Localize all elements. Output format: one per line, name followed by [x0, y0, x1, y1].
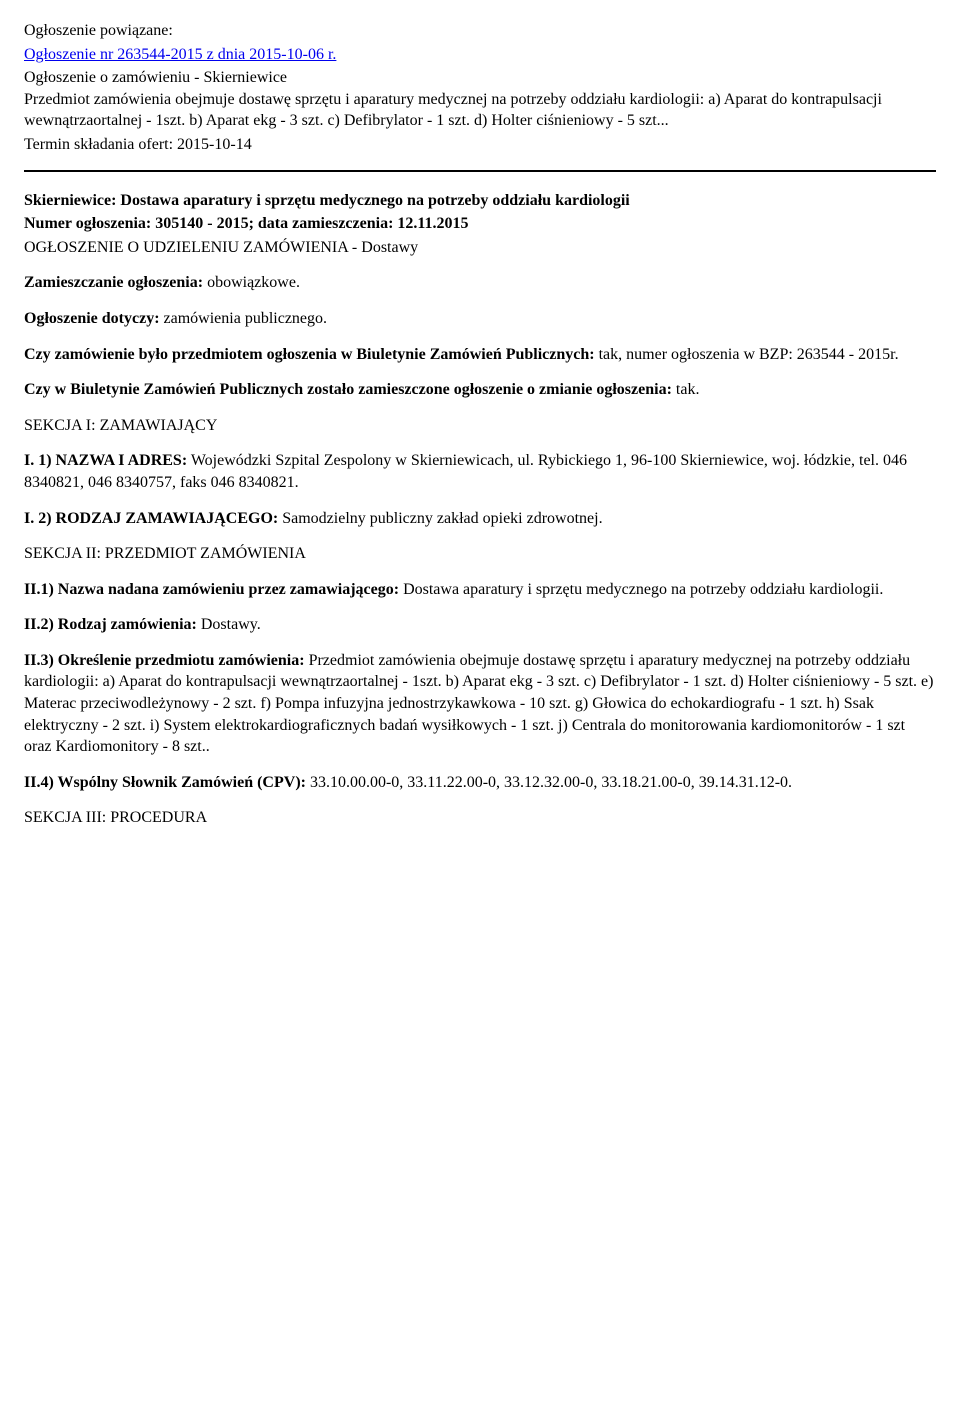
ii2-label: II.2) Rodzaj zamówienia: [24, 616, 197, 633]
i1-label: I. 1) NAZWA I ADRES: [24, 452, 187, 469]
zmiana-value: tak. [672, 381, 700, 398]
notice-title-line3: OGŁOSZENIE O UDZIELENIU ZAMÓWIENIA - Dos… [24, 237, 936, 259]
notice-title-line2: Numer ogłoszenia: 305140 - 2015; data za… [24, 213, 936, 235]
bzp-value: tak, numer ogłoszenia w BZP: 263544 - 20… [595, 346, 899, 363]
dotyczy-label: Ogłoszenie dotyczy: [24, 310, 160, 327]
zamieszczanie-label: Zamieszczanie ogłoszenia: [24, 274, 203, 291]
ii4-value: 33.10.00.00-0, 33.11.22.00-0, 33.12.32.0… [306, 774, 792, 791]
notice-title-line1: Skierniewice: Dostawa aparatury i sprzęt… [24, 190, 936, 212]
i2-value: Samodzielny publiczny zakład opieki zdro… [278, 510, 602, 527]
ii2-value: Dostawy. [197, 616, 261, 633]
zmiana-label: Czy w Biuletynie Zamówień Publicznych zo… [24, 381, 672, 398]
bzp-label: Czy zamówienie było przedmiotem ogłoszen… [24, 346, 595, 363]
linked-announcement-description: Ogłoszenie o zamówieniu - Skierniewice P… [24, 67, 936, 132]
zamieszczanie-value: obowiązkowe. [203, 274, 300, 291]
i2-label: I. 2) RODZAJ ZAMAWIAJĄCEGO: [24, 510, 278, 527]
sekcja-3-heading: SEKCJA III: PROCEDURA [24, 807, 936, 829]
linked-announcement-link[interactable]: Ogłoszenie nr 263544-2015 z dnia 2015-10… [24, 46, 336, 63]
ii1-label: II.1) Nazwa nadana zamówieniu przez zama… [24, 581, 399, 598]
ii4-label: II.4) Wspólny Słownik Zamówień (CPV): [24, 774, 306, 791]
linked-announcement-label: Ogłoszenie powiązane: [24, 20, 936, 42]
dotyczy-value: zamówienia publicznego. [160, 310, 328, 327]
sekcja-1-heading: SEKCJA I: ZAMAWIAJĄCY [24, 415, 936, 437]
sekcja-2-heading: SEKCJA II: PRZEDMIOT ZAMÓWIENIA [24, 543, 936, 565]
ii1-value: Dostawa aparatury i sprzętu medycznego n… [399, 581, 883, 598]
ii3-label: II.3) Określenie przedmiotu zamówienia: [24, 652, 305, 669]
offer-deadline: Termin składania ofert: 2015-10-14 [24, 134, 936, 156]
divider [24, 170, 936, 172]
